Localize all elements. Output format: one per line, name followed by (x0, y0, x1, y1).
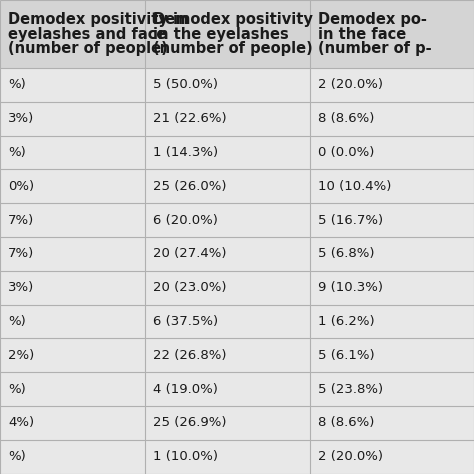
Text: 8 (8.6%): 8 (8.6%) (318, 416, 374, 429)
Bar (310, 237, 474, 271)
Text: 6 (37.5%): 6 (37.5%) (153, 315, 218, 328)
Bar (310, 338, 474, 372)
Bar (0, 406, 145, 440)
Bar (0, 372, 145, 406)
Text: 25 (26.0%): 25 (26.0%) (153, 180, 227, 193)
Text: %): %) (8, 146, 26, 159)
Text: in the face: in the face (318, 27, 406, 42)
Text: 4 (19.0%): 4 (19.0%) (153, 383, 218, 396)
Text: 3%): 3%) (8, 112, 34, 125)
Text: 9 (10.3%): 9 (10.3%) (318, 281, 383, 294)
Bar (0, 305, 145, 338)
Text: 5 (16.7%): 5 (16.7%) (318, 214, 383, 227)
Text: 2%): 2%) (8, 349, 34, 362)
Bar (310, 0, 474, 68)
Text: 4%): 4%) (8, 416, 34, 429)
Text: (number of people): (number of people) (153, 41, 313, 56)
Text: 5 (23.8%): 5 (23.8%) (318, 383, 383, 396)
Text: 5 (6.1%): 5 (6.1%) (318, 349, 374, 362)
Text: 3%): 3%) (8, 281, 34, 294)
Bar (310, 136, 474, 169)
Bar (145, 305, 310, 338)
Bar (145, 406, 310, 440)
Text: 20 (23.0%): 20 (23.0%) (153, 281, 227, 294)
Bar (145, 136, 310, 169)
Bar (0, 169, 145, 203)
Bar (145, 271, 310, 305)
Bar (310, 305, 474, 338)
Bar (0, 68, 145, 102)
Bar (0, 102, 145, 136)
Bar (145, 237, 310, 271)
Text: Demodex po-: Demodex po- (318, 12, 427, 27)
Bar (145, 68, 310, 102)
Bar (0, 136, 145, 169)
Bar (145, 440, 310, 474)
Bar (310, 406, 474, 440)
Text: Demodex positivity in: Demodex positivity in (8, 12, 189, 27)
Bar (310, 271, 474, 305)
Bar (0, 0, 145, 68)
Text: eyelashes and face: eyelashes and face (8, 27, 166, 42)
Bar (145, 102, 310, 136)
Text: 1 (6.2%): 1 (6.2%) (318, 315, 374, 328)
Bar (310, 203, 474, 237)
Bar (310, 68, 474, 102)
Bar (0, 203, 145, 237)
Bar (145, 372, 310, 406)
Bar (0, 338, 145, 372)
Text: 20 (27.4%): 20 (27.4%) (153, 247, 227, 260)
Text: 7%): 7%) (8, 247, 34, 260)
Bar (310, 102, 474, 136)
Bar (0, 271, 145, 305)
Bar (310, 440, 474, 474)
Text: 25 (26.9%): 25 (26.9%) (153, 416, 227, 429)
Text: 22 (26.8%): 22 (26.8%) (153, 349, 227, 362)
Text: %): %) (8, 383, 26, 396)
Text: 1 (14.3%): 1 (14.3%) (153, 146, 218, 159)
Text: (number of p-: (number of p- (318, 41, 432, 56)
Text: 5 (6.8%): 5 (6.8%) (318, 247, 374, 260)
Bar (145, 169, 310, 203)
Text: 21 (22.6%): 21 (22.6%) (153, 112, 227, 125)
Text: 2 (20.0%): 2 (20.0%) (318, 78, 383, 91)
Text: in the eyelashes: in the eyelashes (153, 27, 289, 42)
Text: %): %) (8, 450, 26, 463)
Text: 2 (20.0%): 2 (20.0%) (318, 450, 383, 463)
Text: %): %) (8, 315, 26, 328)
Text: 0%): 0%) (8, 180, 34, 193)
Text: Demodex positivity: Demodex positivity (153, 12, 313, 27)
Text: 1 (10.0%): 1 (10.0%) (153, 450, 218, 463)
Bar (0, 440, 145, 474)
Text: 8 (8.6%): 8 (8.6%) (318, 112, 374, 125)
Bar (145, 203, 310, 237)
Bar (310, 169, 474, 203)
Text: 10 (10.4%): 10 (10.4%) (318, 180, 392, 193)
Bar (310, 372, 474, 406)
Text: 0 (0.0%): 0 (0.0%) (318, 146, 374, 159)
Text: 5 (50.0%): 5 (50.0%) (153, 78, 218, 91)
Bar (145, 338, 310, 372)
Bar (0, 237, 145, 271)
Text: 6 (20.0%): 6 (20.0%) (153, 214, 218, 227)
Text: 7%): 7%) (8, 214, 34, 227)
Text: %): %) (8, 78, 26, 91)
Text: (number of people): (number of people) (8, 41, 168, 56)
Bar (145, 0, 310, 68)
